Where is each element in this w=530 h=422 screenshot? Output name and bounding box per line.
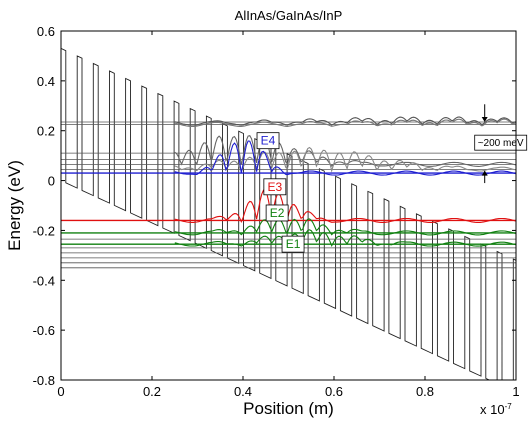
label-box-e2 [265,204,289,222]
chart-title: AlInAs/GaInAs/InP [235,8,343,23]
wavefunction-e4 [174,140,516,176]
y-tick-label-4: 0 [48,174,55,189]
y-tick-label-0: -0.8 [33,373,55,388]
x-exponent-power: -7 [505,402,513,411]
annotation-arrowhead-top [481,117,488,122]
wavefunction-grey-2 [174,146,516,173]
annotation-arrowhead-bottom [481,170,488,176]
label-box-e4 [256,132,280,150]
annotation-box [474,134,528,151]
annotation-text: ~200 meV [478,138,524,149]
plot-area: E4 E3 E2 E1 ~200 meV [61,47,528,380]
label-box-e1 [281,235,305,253]
x-axis-exponent: x 10-7 [480,402,512,417]
x-tick-label-4: 0.8 [416,384,434,399]
x-tick-label-2: 0.4 [234,384,252,399]
x-tick-label-3: 0.6 [325,384,343,399]
upper-wavefunction-1 [174,116,516,126]
label-e3: E3 [268,180,283,194]
label-e2: E2 [270,206,285,220]
x-axis-label: Position (m) [243,399,334,418]
label-e4: E4 [261,134,276,148]
y-tick-label-3: -0.2 [33,223,55,238]
y-tick-label-7: 0.6 [37,24,55,39]
wavefunction-e1 [174,229,516,247]
x-tick-label-5: 1 [512,384,519,399]
x-tick-label-1: 0.2 [143,384,161,399]
wavefunction-e3 [174,189,516,224]
y-axis-label: Energy (eV) [5,160,24,251]
label-box-e3 [263,178,287,196]
y-tick-label-1: -0.6 [33,323,55,338]
x-exponent-base: x 10 [480,402,505,417]
x-axis: 0 0.2 0.4 0.6 0.8 1 [57,31,520,399]
y-tick-label-5: 0.2 [37,124,55,139]
axes-box [60,30,517,381]
wavefunction-e2 [174,218,516,236]
label-e1: E1 [286,237,301,251]
y-tick-label-2: -0.4 [33,273,55,288]
x-tick-label-0: 0 [57,384,64,399]
plot-content [61,47,516,380]
upper-wavefunction-2 [174,118,516,127]
y-tick-label-6: 0.4 [37,74,55,89]
y-axis: -0.8 -0.6 -0.4 -0.2 0 0.2 0.4 0.6 [33,24,516,388]
